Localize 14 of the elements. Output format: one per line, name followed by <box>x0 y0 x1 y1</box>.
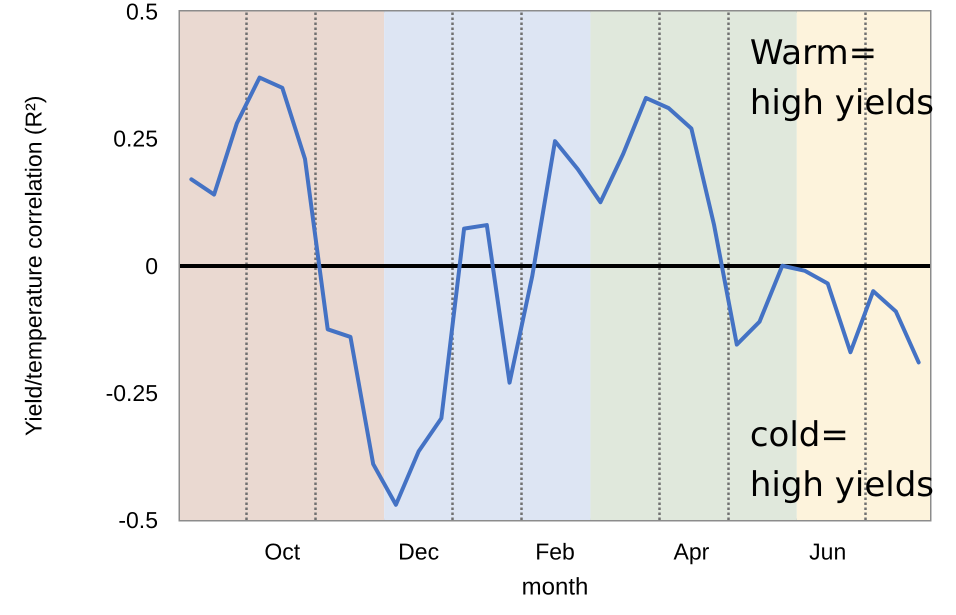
y-tick-label: 0 <box>145 252 158 279</box>
x-tick-label: Jun <box>809 538 846 564</box>
y-tick-label: -0.5 <box>118 507 158 533</box>
y-tick-label: 0.25 <box>113 126 158 152</box>
x-tick-label: Feb <box>535 538 575 564</box>
x-tick-label: Dec <box>398 538 440 564</box>
y-tick-label: -0.25 <box>106 380 158 406</box>
y-tick-label: 0.5 <box>126 0 158 24</box>
x-tick-label: Apr <box>673 538 710 564</box>
x-tick-label: Oct <box>264 538 301 564</box>
y-axis-title: Yield/temperature correlation (R²) <box>20 96 46 436</box>
x-axis-title: month <box>522 574 588 600</box>
annotation: Warm= high yields <box>750 33 934 123</box>
annotation: cold= high yields <box>750 415 934 505</box>
